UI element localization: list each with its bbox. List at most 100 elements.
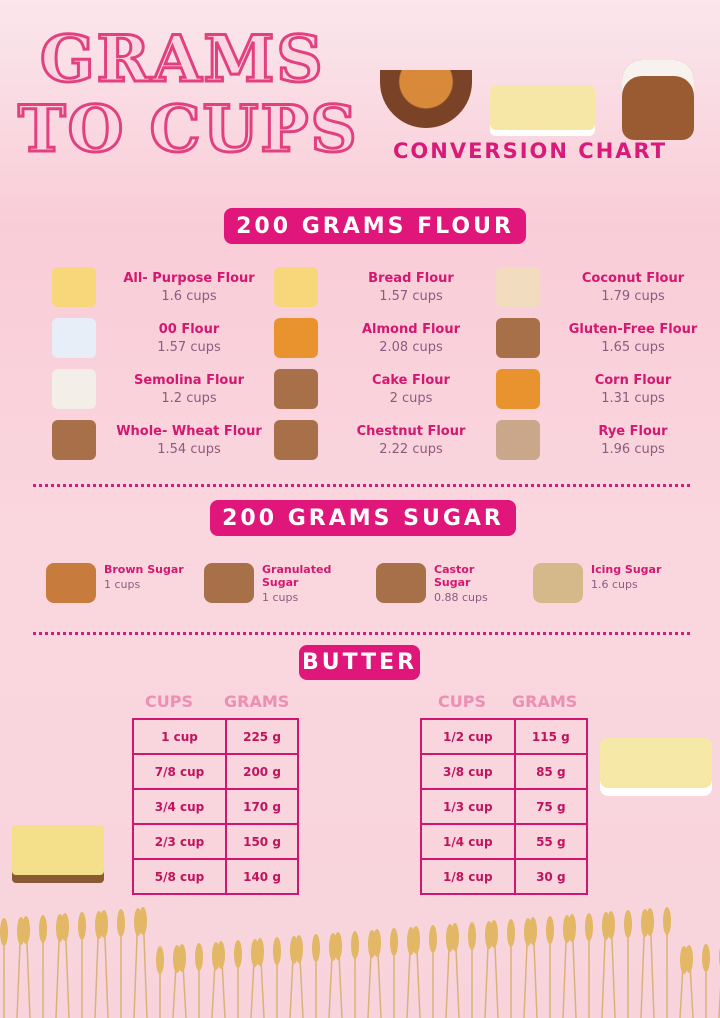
flour-cups: 1.96 cups <box>601 441 665 457</box>
flour-cups: 1.54 cups <box>157 441 221 457</box>
sack-icon <box>52 420 96 460</box>
cups-cell: 1/4 cup <box>420 823 516 860</box>
flour-item: Whole- Wheat Flour 1.54 cups <box>52 415 282 465</box>
wheat-head <box>451 923 459 951</box>
cups-cell: 1 cup <box>131 718 228 755</box>
cups-cell: 3/4 cup <box>131 788 228 825</box>
wheat-head <box>178 944 186 972</box>
flour-item: Rye Flour 1.96 cups <box>496 415 720 465</box>
wheat-head <box>607 911 615 939</box>
spilled-sack-icon <box>496 420 540 460</box>
wheat-head <box>61 913 69 941</box>
flour-cups: 2.08 cups <box>379 339 443 355</box>
sugar-name: Brown Sugar <box>104 563 184 576</box>
title-line-1: GRAMS <box>39 22 325 97</box>
flour-item: All- Purpose Flour 1.6 cups <box>52 262 282 312</box>
wheat-head <box>78 912 86 940</box>
table-row: 5/8 cup 140 g <box>131 858 299 895</box>
flour-name: Almond Flour <box>361 321 460 337</box>
table-row: 1/8 cup 30 g <box>420 858 589 895</box>
flour-cups: 2 cups <box>389 390 433 406</box>
cups-cell: 5/8 cup <box>131 858 228 895</box>
sugar-name: Granulated Sugar <box>262 563 332 589</box>
flour-cups: 1.65 cups <box>601 339 665 355</box>
wheat-head <box>507 919 515 947</box>
flour-item: Bread Flour 1.57 cups <box>274 262 504 312</box>
butter-table-right: 1/2 cup 115 g 3/8 cup 85 g 1/3 cup 75 g … <box>420 718 589 895</box>
cups-cell: 3/8 cup <box>420 753 516 790</box>
flour-cups: 1.6 cups <box>161 288 217 304</box>
flour-cups: 1.57 cups <box>379 288 443 304</box>
wheat-head <box>22 916 30 944</box>
wheat-head <box>295 935 303 963</box>
flour-carton-icon <box>52 318 96 358</box>
sugar-cups: 1 cups <box>262 591 299 604</box>
wheat-head <box>568 914 576 942</box>
wheat-head <box>429 925 437 953</box>
table-row: 3/8 cup 85 g <box>420 753 589 790</box>
flour-name: Coconut Flour <box>581 270 685 286</box>
wheat-head <box>624 910 632 938</box>
flour-item: Semolina Flour 1.2 cups <box>52 364 282 414</box>
flour-bag-icon <box>52 267 96 307</box>
flour-name: Corn Flour <box>594 372 672 388</box>
wheat-head <box>390 928 398 956</box>
sack-icon <box>496 318 540 358</box>
flour-item: Chestnut Flour 2.22 cups <box>274 415 504 465</box>
cups-cell: 7/8 cup <box>131 753 228 790</box>
wheat-head <box>0 918 8 946</box>
sack-icon <box>274 420 318 460</box>
grams-cell: 140 g <box>225 858 299 895</box>
sugar-item: Castor Sugar 0.88 cups <box>376 563 533 604</box>
flour-item: Coconut Flour 1.79 cups <box>496 262 720 312</box>
flour-item: Cake Flour 2 cups <box>274 364 504 414</box>
cups-header: CUPS <box>145 692 193 711</box>
table-row: 1 cup 225 g <box>131 718 299 755</box>
table-row: 7/8 cup 200 g <box>131 753 299 790</box>
butter-icon <box>490 85 595 130</box>
flour-item: Gluten-Free Flour 1.65 cups <box>496 313 720 363</box>
grams-cell: 170 g <box>225 788 299 825</box>
wheat-head <box>468 922 476 950</box>
flour-name: All- Purpose Flour <box>123 270 255 286</box>
sugar-name: Icing Sugar <box>591 563 662 576</box>
wheat-head <box>234 940 242 968</box>
flour-cups: 1.79 cups <box>601 288 665 304</box>
butter-table-left: 1 cup 225 g 7/8 cup 200 g 3/4 cup 170 g … <box>131 718 299 895</box>
flour-name: Semolina Flour <box>133 372 245 388</box>
cups-header: CUPS <box>438 692 486 711</box>
grams-cell: 150 g <box>225 823 299 860</box>
flour-cups: 1.31 cups <box>601 390 665 406</box>
flour-name: 00 Flour <box>158 321 220 337</box>
flour-jar-icon <box>496 267 540 307</box>
table-row: 1/2 cup 115 g <box>420 718 589 755</box>
wheat-head <box>546 916 554 944</box>
grams-cell: 225 g <box>225 718 299 755</box>
flour-name: Chestnut Flour <box>356 423 466 439</box>
table-row: 1/4 cup 55 g <box>420 823 589 860</box>
bowl-icon <box>274 318 318 358</box>
flour-cups: 2.22 cups <box>379 441 443 457</box>
flour-name: Gluten-Free Flour <box>568 321 698 337</box>
wheat-head <box>100 910 108 938</box>
flour-name: Whole- Wheat Flour <box>116 423 262 439</box>
wheat-head <box>273 937 281 965</box>
sack-icon <box>204 563 254 603</box>
cups-cell: 2/3 cup <box>131 823 228 860</box>
bag-icon <box>533 563 583 603</box>
butter-icon <box>600 738 712 788</box>
butter-block-icon <box>12 825 104 875</box>
sugar-name: Castor Sugar <box>434 563 475 589</box>
grams-cell: 85 g <box>513 753 589 790</box>
table-row: 3/4 cup 170 g <box>131 788 299 825</box>
wheat-head <box>195 943 203 971</box>
cups-cell: 1/8 cup <box>420 858 516 895</box>
flour-list: All- Purpose Flour 1.6 cups Bread Flour … <box>52 262 702 465</box>
grams-cell: 30 g <box>513 858 589 895</box>
grams-header: GRAMS <box>512 692 578 711</box>
table-row: 2/3 cup 150 g <box>131 823 299 860</box>
wheat-head <box>412 926 420 954</box>
grams-cell: 75 g <box>513 788 589 825</box>
bowl-icon <box>46 563 96 603</box>
cups-cell: 1/3 cup <box>420 788 516 825</box>
